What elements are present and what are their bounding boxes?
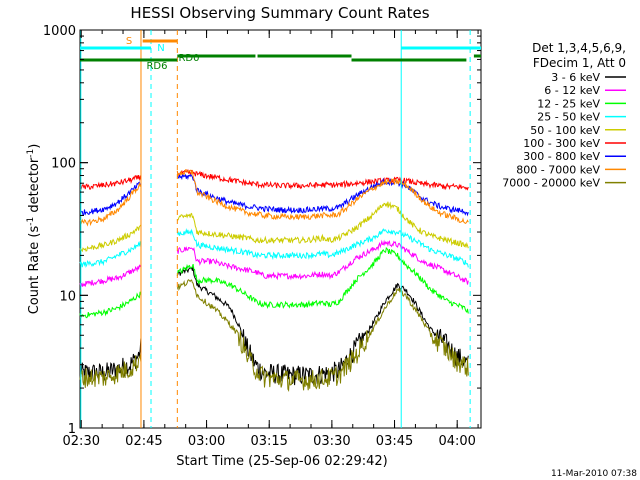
flag-label-rd6: RD6 <box>146 61 167 72</box>
x-axis-label: Start Time (25-Sep-06 02:29:42) <box>176 454 387 469</box>
plot-frame <box>79 29 482 429</box>
plot-area: S N RD0 RD6 <box>79 29 482 429</box>
series-line-4-0 <box>79 224 142 253</box>
x-tick-label-1: 02:45 <box>125 434 162 449</box>
series-line-6-0 <box>80 181 142 216</box>
series-line-0-0 <box>79 338 142 382</box>
y-tick-label-3: 1000 <box>43 24 76 39</box>
series-line-0-1 <box>176 266 469 386</box>
x-tick-label-3: 03:15 <box>250 434 287 449</box>
flag-label-rd0: RD0 <box>178 53 199 64</box>
series-line-2-0 <box>79 291 142 319</box>
x-tick-label-2: 03:00 <box>188 434 225 449</box>
state-flags: S N RD0 RD6 <box>80 36 481 72</box>
x-axis: 02:30 02:45 03:00 03:15 03:30 03:45 04:00 <box>63 30 479 449</box>
flag-label-n: N <box>157 43 164 54</box>
series-line-8-0 <box>79 353 142 388</box>
series-line-5-0 <box>79 175 142 191</box>
legend-label-4: 50 - 100 keV <box>530 124 600 137</box>
y-tick-label-0: 1 <box>68 422 76 437</box>
x-tick-label-0: 02:30 <box>63 434 100 449</box>
y-axis: 1 10 100 1000 <box>43 24 481 437</box>
series-line-1-0 <box>79 264 142 288</box>
series-line-7-1 <box>176 169 469 225</box>
legend-label-2: 12 - 25 keV <box>537 97 600 110</box>
legend-label-3: 25 - 50 keV <box>537 111 600 124</box>
series-line-6-1 <box>177 173 469 217</box>
data-gap-0 <box>140 31 178 427</box>
legend-label-5: 100 - 300 keV <box>523 137 600 150</box>
legend: Det 1,3,4,5,6,9, FDecim 1, Att 0 3 - 6 k… <box>502 41 626 190</box>
series-line-7-0 <box>79 181 142 227</box>
series-line-2-1 <box>176 246 469 314</box>
series-line-5-1 <box>176 168 469 191</box>
series-lines <box>79 168 469 392</box>
legend-header-line-1: Det 1,3,4,5,6,9, <box>532 41 626 55</box>
legend-label-6: 300 - 800 keV <box>523 150 600 163</box>
legend-label-1: 6 - 12 keV <box>544 84 600 97</box>
series-line-4-1 <box>176 201 469 249</box>
x-tick-label-5: 03:45 <box>376 434 413 449</box>
y-axis-label: Count Rate (s-1 detector-1) <box>26 144 42 315</box>
flag-label-s: S <box>126 36 132 47</box>
footer-timestamp: 11-Mar-2010 07:38 <box>551 469 637 479</box>
x-tick-label-4: 03:30 <box>313 434 350 449</box>
x-tick-label-6: 04:00 <box>438 434 475 449</box>
series-line-3-1 <box>176 228 469 268</box>
legend-label-7: 800 - 7000 keV <box>516 163 600 176</box>
gap-region <box>140 31 178 427</box>
y-tick-label-1: 10 <box>59 289 76 304</box>
legend-header-line-2: FDecim 1, Att 0 <box>533 56 626 70</box>
marker-lines <box>80 30 471 428</box>
series-line-8-1 <box>176 279 469 392</box>
series-line-1-1 <box>176 239 469 285</box>
legend-label-0: 3 - 6 keV <box>551 71 600 84</box>
series-line-3-0 <box>79 241 142 268</box>
legend-label-8: 7000 - 20000 keV <box>502 177 600 190</box>
chart-title: HESSI Observing Summary Count Rates <box>130 4 429 22</box>
y-tick-label-2: 100 <box>51 157 76 172</box>
